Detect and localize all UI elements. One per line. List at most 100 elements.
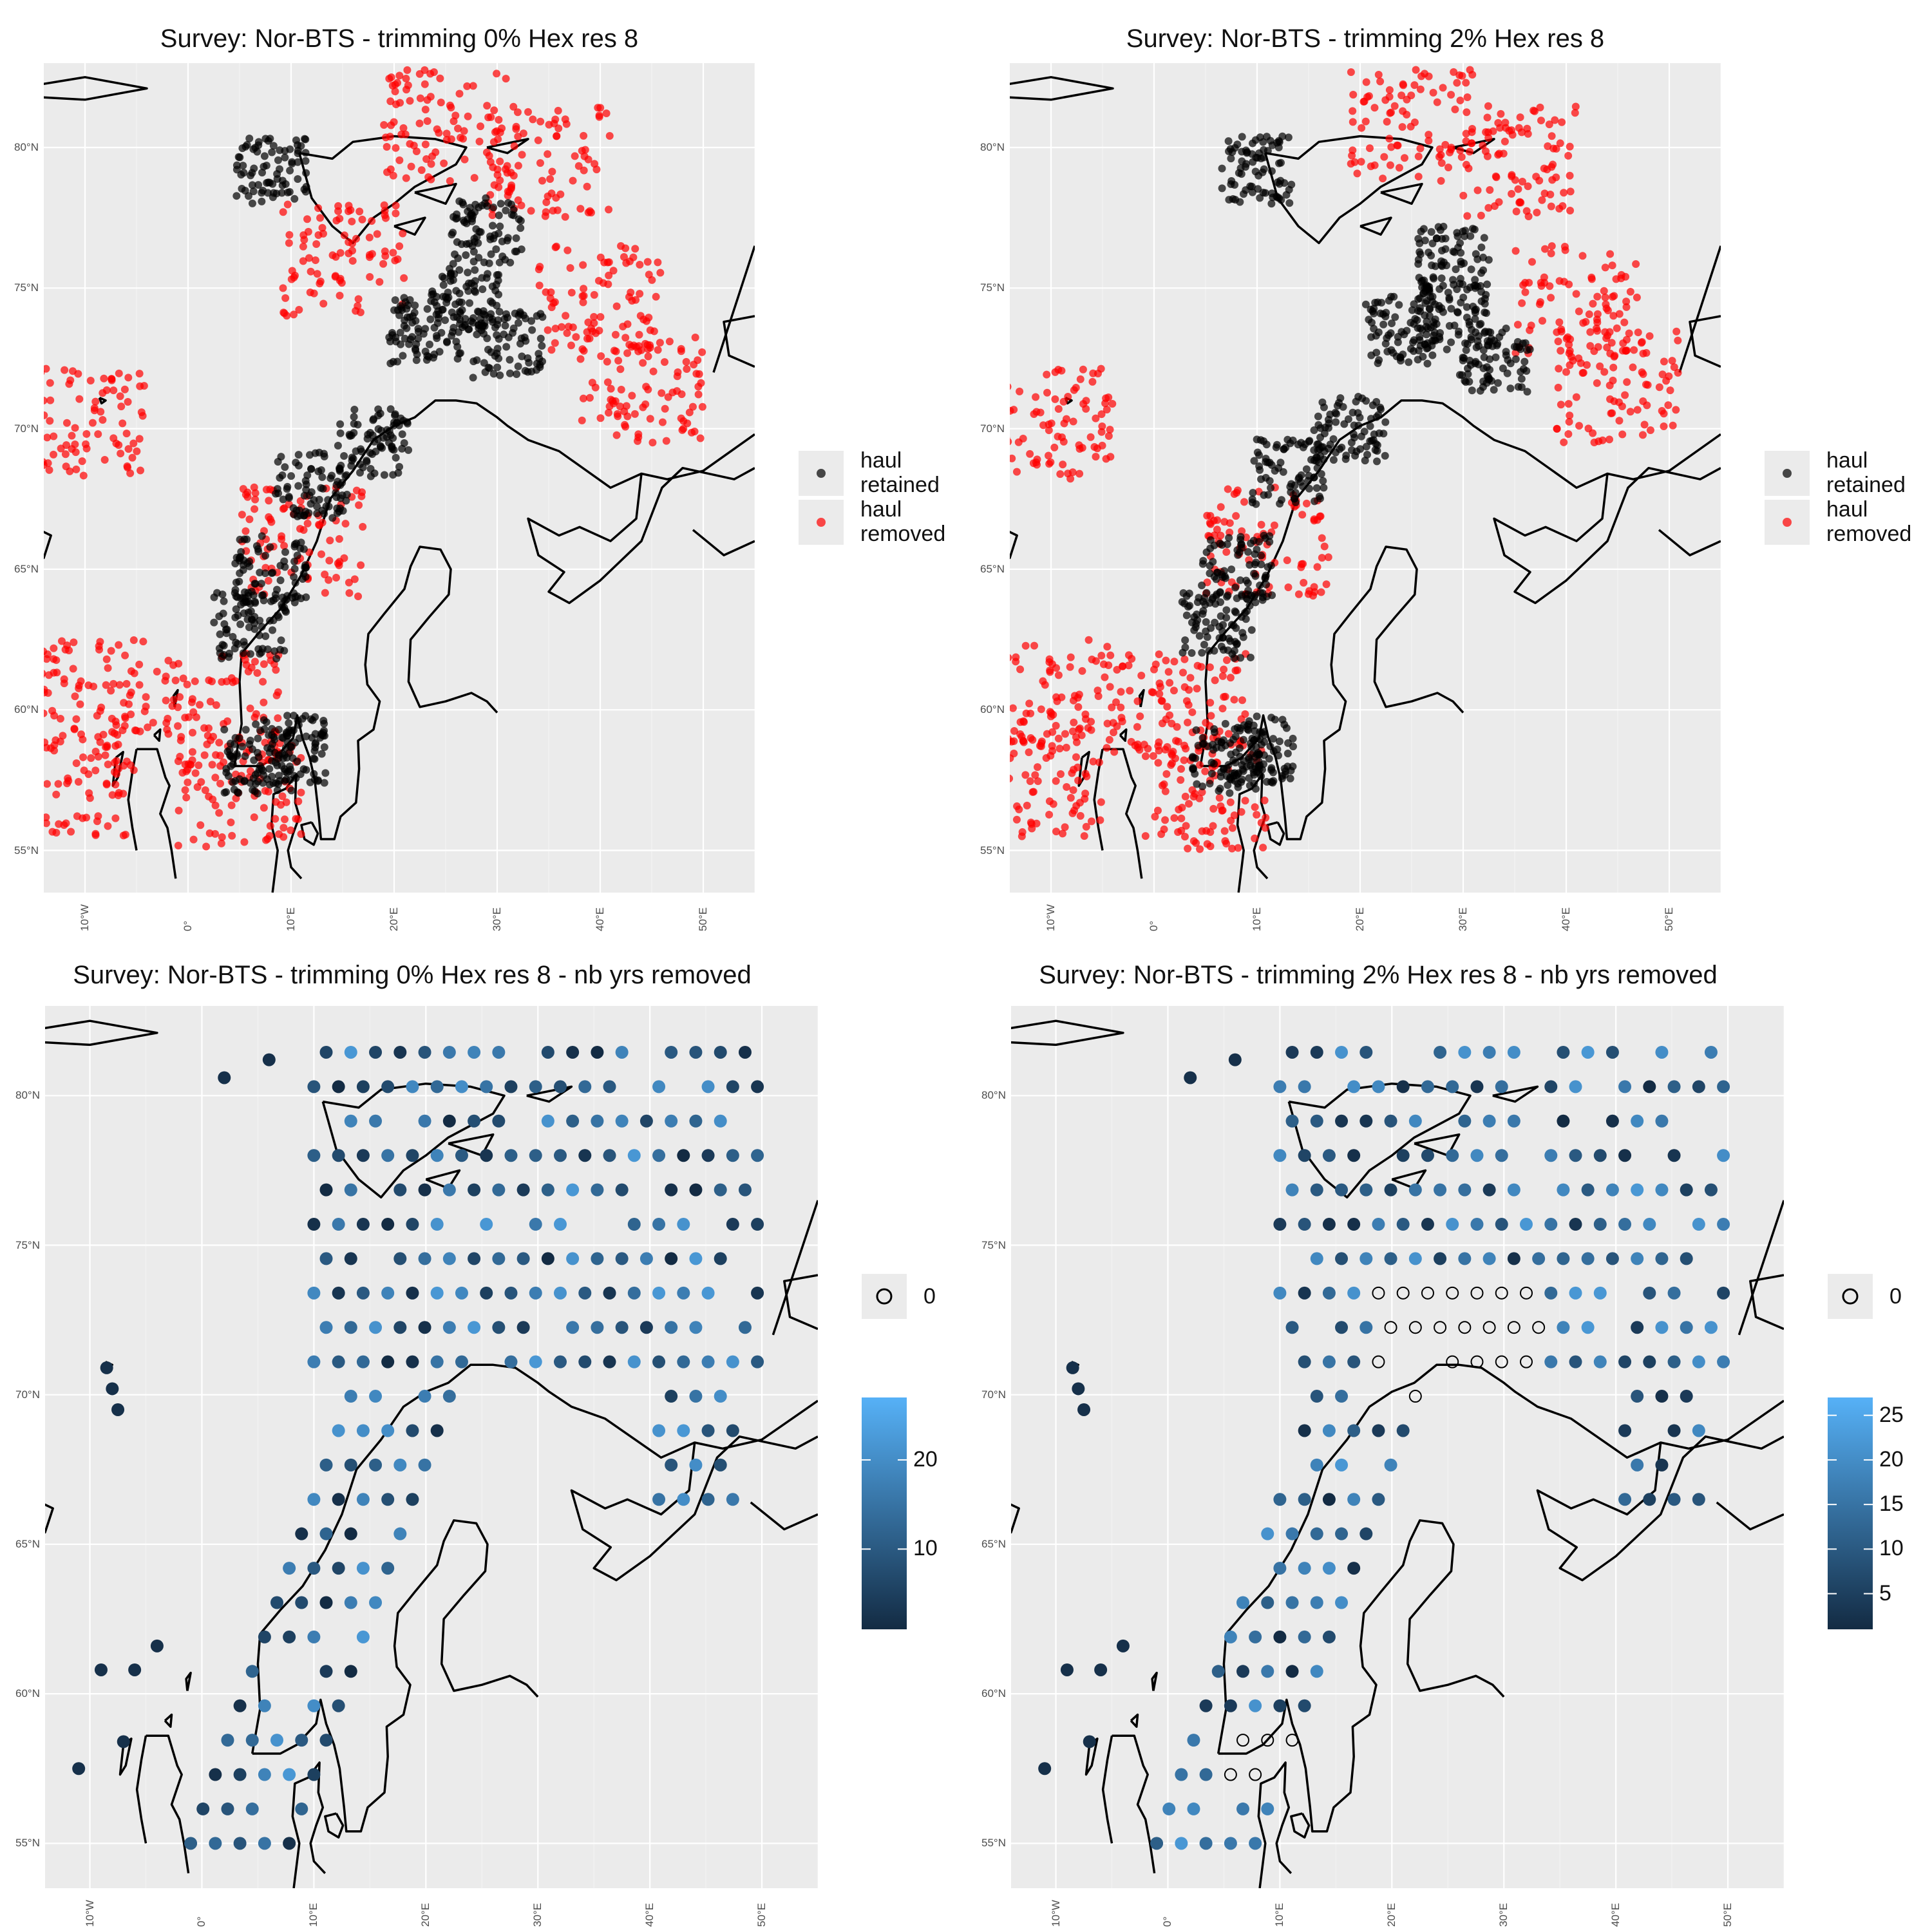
haul-removed-point bbox=[561, 115, 569, 124]
hex-point bbox=[1717, 1355, 1730, 1368]
hex-point bbox=[1680, 1183, 1693, 1197]
haul-retained-point bbox=[414, 334, 422, 343]
haul-removed-point bbox=[1508, 189, 1516, 198]
haul-retained-point bbox=[1296, 478, 1305, 486]
haul-retained-point bbox=[1190, 613, 1198, 621]
haul-removed-point bbox=[380, 201, 388, 209]
haul-removed-point bbox=[1623, 378, 1631, 386]
panel-bottom-left: Survey: Nor-BTS - trimming 0% Hex res 8 … bbox=[0, 953, 966, 1932]
haul-removed-point bbox=[631, 245, 639, 253]
haul-removed-point bbox=[580, 166, 588, 175]
haul-removed-point bbox=[614, 412, 622, 421]
haul-retained-point bbox=[269, 626, 277, 634]
haul-removed-point bbox=[541, 212, 549, 220]
haul-retained-point bbox=[1347, 446, 1356, 455]
hex-point bbox=[1322, 1355, 1336, 1368]
haul-retained-point bbox=[269, 142, 278, 150]
haul-retained-point bbox=[388, 445, 396, 453]
haul-removed-point bbox=[1051, 395, 1059, 403]
hex-point bbox=[1335, 1045, 1349, 1059]
haul-removed-point bbox=[208, 761, 216, 769]
haul-removed-point bbox=[1387, 143, 1396, 151]
haul-removed-point bbox=[1029, 788, 1037, 796]
haul-retained-point bbox=[1276, 176, 1285, 185]
haul-removed-point bbox=[1182, 822, 1190, 830]
haul-retained-point bbox=[264, 189, 272, 197]
haul-removed-point bbox=[440, 159, 448, 167]
haul-removed-point bbox=[630, 410, 639, 418]
haul-retained-point bbox=[283, 712, 292, 720]
hex-point bbox=[1544, 1218, 1558, 1231]
haul-retained-point bbox=[392, 453, 400, 462]
haul-removed-point bbox=[1571, 102, 1580, 111]
haul-removed-point bbox=[305, 254, 313, 262]
haul-retained-point bbox=[516, 224, 525, 232]
hex-point bbox=[344, 1596, 357, 1609]
hex-point-zero bbox=[1446, 1355, 1459, 1368]
haul-retained-point bbox=[1222, 606, 1231, 614]
haul-retained-point bbox=[1255, 462, 1264, 470]
haul-removed-point bbox=[383, 168, 392, 176]
haul-retained-point bbox=[1255, 538, 1263, 546]
haul-retained-point bbox=[1262, 440, 1271, 449]
haul-removed-point bbox=[181, 761, 189, 769]
haul-retained-point bbox=[1181, 636, 1189, 645]
hex-point bbox=[319, 1734, 333, 1747]
haul-retained-point bbox=[1182, 592, 1191, 600]
haul-removed-point bbox=[1557, 346, 1565, 355]
hex-point bbox=[1236, 1596, 1249, 1609]
haul-removed-point bbox=[1406, 122, 1415, 131]
haul-removed-point bbox=[1140, 741, 1148, 749]
haul-retained-point bbox=[276, 645, 285, 654]
haul-removed-point bbox=[464, 112, 472, 120]
hex-point bbox=[1298, 1218, 1311, 1231]
haul-retained-point bbox=[1374, 359, 1382, 367]
haul-removed-point bbox=[1180, 833, 1189, 841]
haul-removed-point bbox=[1018, 828, 1027, 837]
haul-removed-point bbox=[1618, 402, 1626, 411]
haul-removed-point bbox=[454, 124, 462, 133]
haul-removed-point bbox=[1473, 186, 1482, 194]
haul-retained-point bbox=[1461, 227, 1470, 235]
haul-retained-point bbox=[1202, 548, 1211, 556]
hex-point bbox=[751, 1355, 764, 1368]
hex-point bbox=[738, 1321, 752, 1334]
haul-retained-point bbox=[294, 451, 303, 459]
hex-points bbox=[1038, 1045, 1730, 1850]
haul-removed-point bbox=[355, 207, 364, 216]
haul-removed-point bbox=[1237, 808, 1245, 816]
haul-retained-point bbox=[274, 156, 282, 164]
haul-removed-point bbox=[1062, 743, 1070, 752]
haul-removed-point bbox=[50, 450, 58, 459]
haul-retained-point bbox=[274, 726, 283, 734]
haul-retained-point bbox=[261, 135, 270, 143]
haul-removed-point bbox=[1639, 349, 1647, 357]
hex-point bbox=[1150, 1837, 1164, 1850]
haul-retained-point bbox=[366, 472, 375, 480]
hex-point bbox=[701, 1493, 715, 1506]
coastline bbox=[1236, 773, 1269, 893]
haul-removed-point bbox=[279, 824, 288, 832]
hex-point bbox=[1643, 1080, 1656, 1094]
haul-retained-point bbox=[1494, 379, 1502, 387]
haul-removed-point bbox=[164, 656, 173, 665]
haul-retained-point bbox=[266, 543, 274, 551]
hex-point bbox=[332, 1355, 345, 1368]
haul-removed-point bbox=[303, 215, 312, 223]
haul-retained-point bbox=[1506, 384, 1515, 393]
hex-point bbox=[1692, 1424, 1705, 1437]
haul-removed-point bbox=[510, 142, 518, 150]
haul-removed-point bbox=[1041, 681, 1049, 689]
hex-point bbox=[381, 1286, 395, 1300]
haul-retained-point bbox=[1426, 305, 1434, 313]
haul-retained-point bbox=[278, 471, 287, 480]
haul-removed-point bbox=[352, 234, 361, 243]
haul-retained-point bbox=[495, 308, 504, 316]
hex-point bbox=[332, 1562, 345, 1575]
hex-point bbox=[1298, 1699, 1311, 1712]
hex-point bbox=[751, 1286, 764, 1300]
hex-point bbox=[504, 1286, 518, 1300]
haul-removed-point bbox=[242, 491, 250, 499]
haul-removed-point bbox=[646, 415, 654, 423]
haul-removed-point bbox=[77, 730, 86, 739]
